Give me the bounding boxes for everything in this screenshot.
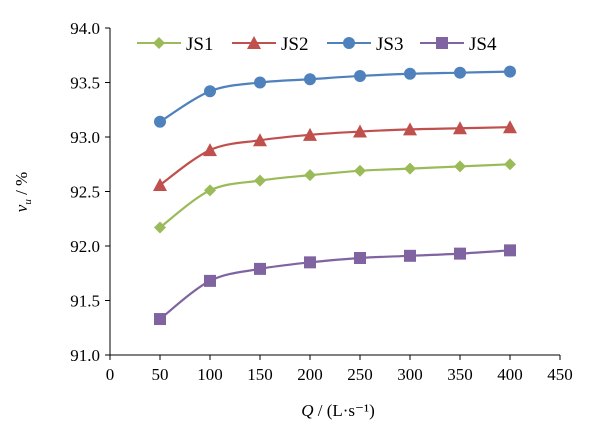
data-point (304, 169, 316, 182)
data-point (154, 313, 166, 326)
data-point (254, 174, 266, 187)
data-point (454, 160, 466, 173)
x-tick-label: 100 (197, 365, 223, 384)
legend-label: JS4 (469, 34, 497, 55)
series-js3 (154, 65, 516, 128)
data-point (304, 73, 316, 86)
data-point (404, 249, 416, 262)
series-line (159, 126, 511, 186)
y-tick-label: 92.0 (70, 237, 100, 256)
y-tick-label: 94.0 (70, 19, 100, 38)
legend-triangle-icon (247, 36, 261, 49)
data-point (504, 158, 516, 171)
x-tick-label: 0 (106, 365, 115, 384)
y-tick-label: 93.5 (70, 74, 100, 93)
x-tick-label: 350 (447, 365, 473, 384)
data-point (304, 256, 316, 269)
x-tick-label: 400 (497, 365, 523, 384)
series-js2 (153, 120, 517, 191)
legend-item-js4: JS4 (420, 34, 497, 55)
data-point (453, 121, 467, 135)
series-js1 (154, 158, 516, 234)
data-point (154, 221, 166, 234)
data-point (254, 76, 266, 89)
data-point (204, 184, 216, 197)
y-axis-label: vu / % (12, 172, 34, 212)
legend-item-js2: JS2 (232, 34, 308, 55)
series-layer (153, 65, 517, 326)
legend-item-js1: JS1 (137, 34, 213, 55)
x-axis-label: Q / (L·s⁻¹) (301, 401, 375, 420)
legend-label: JS1 (186, 34, 213, 55)
data-point (204, 85, 216, 98)
axes: 91.0 91.5 92.0 92.5 93.0 93.5 94.0 0 50 100 150 200… (70, 19, 573, 384)
legend: JS1 JS2 JS3 JS4 (137, 34, 497, 55)
y-tick-label: 92.5 (70, 183, 100, 202)
x-tick-label: 450 (547, 365, 573, 384)
data-point (203, 143, 217, 157)
data-point (354, 164, 366, 177)
data-point (353, 124, 367, 138)
data-point (204, 274, 216, 287)
series-line (159, 163, 511, 229)
y-tick-label: 91.5 (70, 292, 100, 311)
x-tick-label: 150 (247, 365, 273, 384)
data-point (404, 67, 416, 80)
data-point (253, 133, 267, 147)
x-tick-label: 200 (297, 365, 323, 384)
legend-label: JS3 (376, 34, 403, 55)
data-point (254, 262, 266, 275)
data-point (354, 69, 366, 82)
data-point (154, 115, 166, 128)
data-point (504, 65, 516, 78)
legend-circle-icon (343, 37, 355, 49)
series-js4 (154, 244, 516, 326)
data-point (504, 244, 516, 257)
legend-square-icon (436, 37, 448, 49)
data-point (503, 120, 517, 134)
data-point (153, 177, 167, 191)
legend-label: JS2 (281, 34, 308, 55)
legend-item-js3: JS3 (327, 34, 403, 55)
data-point (454, 66, 466, 79)
data-point (454, 247, 466, 260)
y-tick-label: 93.0 (70, 128, 100, 147)
x-tick-label: 300 (397, 365, 423, 384)
y-tick-label: 91.0 (70, 346, 100, 365)
legend-diamond-icon (153, 37, 165, 49)
x-tick-label: 250 (347, 365, 373, 384)
data-point (303, 127, 317, 141)
x-tick-label: 50 (152, 365, 169, 384)
data-point (403, 122, 417, 136)
data-point (404, 162, 416, 175)
data-point (354, 251, 366, 264)
